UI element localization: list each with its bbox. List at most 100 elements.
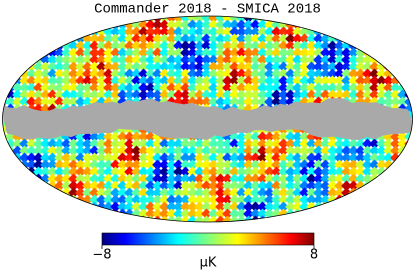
- map-pixel: [201, 159, 212, 171]
- map-pixel: [117, 54, 128, 66]
- map-pixel: [2, 173, 9, 185]
- map-pixel: [61, 215, 72, 222]
- map-pixel: [173, 173, 184, 185]
- map-pixel: [173, 201, 184, 213]
- map-pixel: [236, 223, 247, 234]
- map-pixel: [152, 208, 163, 220]
- map-pixel: [117, 47, 128, 59]
- map-pixel: [362, 145, 373, 157]
- map-pixel: [383, 145, 394, 157]
- map-pixel: [327, 194, 338, 206]
- map-pixel: [404, 16, 413, 24]
- map-pixel: [138, 194, 149, 206]
- map-pixel: [320, 208, 331, 220]
- map-pixel: [383, 40, 394, 52]
- map-pixel: [103, 173, 114, 185]
- map-pixel: [131, 131, 142, 143]
- map-pixel: [257, 215, 268, 222]
- map-pixel: [5, 47, 16, 59]
- map-pixel: [404, 159, 413, 171]
- map-pixel: [208, 138, 219, 150]
- map-pixel: [250, 208, 261, 220]
- map-pixel: [82, 16, 93, 24]
- map-pixel: [278, 173, 289, 185]
- map-pixel: [138, 201, 149, 213]
- map-pixel: [334, 215, 345, 222]
- map-pixel: [96, 145, 107, 157]
- map-pixel: [383, 16, 394, 24]
- map-pixel: [376, 75, 387, 87]
- map-pixel: [411, 47, 413, 59]
- map-pixel: [215, 145, 226, 157]
- map-pixel: [348, 68, 359, 80]
- map-pixel: [306, 54, 317, 66]
- map-pixel: [348, 47, 359, 59]
- map-pixel: [257, 201, 268, 213]
- map-pixel: [334, 159, 345, 171]
- map-pixel: [61, 152, 72, 164]
- map-pixel: [355, 223, 366, 234]
- map-pixel: [47, 82, 58, 94]
- map-pixel: [299, 159, 310, 171]
- map-pixel: [285, 173, 296, 185]
- map-pixel: [82, 201, 93, 213]
- map-pixel: [110, 223, 121, 234]
- map-pixel: [348, 166, 359, 178]
- map-pixel: [138, 152, 149, 164]
- map-pixel: [320, 187, 331, 199]
- map-pixel: [278, 145, 289, 157]
- map-pixel: [348, 82, 359, 94]
- map-pixel: [411, 40, 413, 52]
- map-pixel: [313, 173, 324, 185]
- map-pixel: [397, 33, 408, 45]
- map-pixel: [250, 159, 261, 171]
- map-pixel: [299, 40, 310, 52]
- map-pixel: [327, 152, 338, 164]
- map-pixel: [2, 145, 9, 157]
- map-pixel: [124, 82, 135, 94]
- map-pixel: [145, 194, 156, 206]
- map-pixel: [19, 223, 30, 234]
- map-pixel: [117, 75, 128, 87]
- map-pixel: [397, 187, 408, 199]
- map-pixel: [12, 138, 23, 150]
- map-pixel: [348, 152, 359, 164]
- map-pixel: [117, 89, 128, 101]
- map-pixel: [2, 180, 9, 192]
- map-pixel: [397, 215, 408, 222]
- map-pixel: [5, 96, 16, 108]
- map-pixel: [89, 131, 100, 143]
- map-pixel: [236, 131, 247, 143]
- map-pixel: [250, 166, 261, 178]
- map-pixel: [187, 194, 198, 206]
- map-pixel: [348, 75, 359, 87]
- map-pixel: [390, 208, 401, 220]
- map-pixel: [257, 166, 268, 178]
- map-pixel: [327, 145, 338, 157]
- map-pixel: [47, 68, 58, 80]
- map-pixel: [334, 61, 345, 73]
- map-pixel: [26, 47, 37, 59]
- map-pixel: [306, 61, 317, 73]
- map-pixel: [54, 173, 65, 185]
- map-pixel: [89, 54, 100, 66]
- map-pixel: [355, 138, 366, 150]
- map-pixel: [166, 187, 177, 199]
- map-pixel: [5, 173, 16, 185]
- map-pixel: [103, 215, 114, 222]
- map-pixel: [208, 159, 219, 171]
- map-pixel: [341, 19, 352, 31]
- map-pixel: [96, 173, 107, 185]
- map-pixel: [306, 187, 317, 199]
- map-pixel: [75, 138, 86, 150]
- map-pixel: [159, 138, 170, 150]
- map-pixel: [376, 138, 387, 150]
- map-pixel: [208, 173, 219, 185]
- map-pixel: [299, 187, 310, 199]
- map-pixel: [299, 215, 310, 222]
- map-pixel: [390, 138, 401, 150]
- map-pixel: [404, 68, 413, 80]
- map-pixel: [383, 173, 394, 185]
- map-pixel: [355, 82, 366, 94]
- map-pixel: [19, 19, 30, 31]
